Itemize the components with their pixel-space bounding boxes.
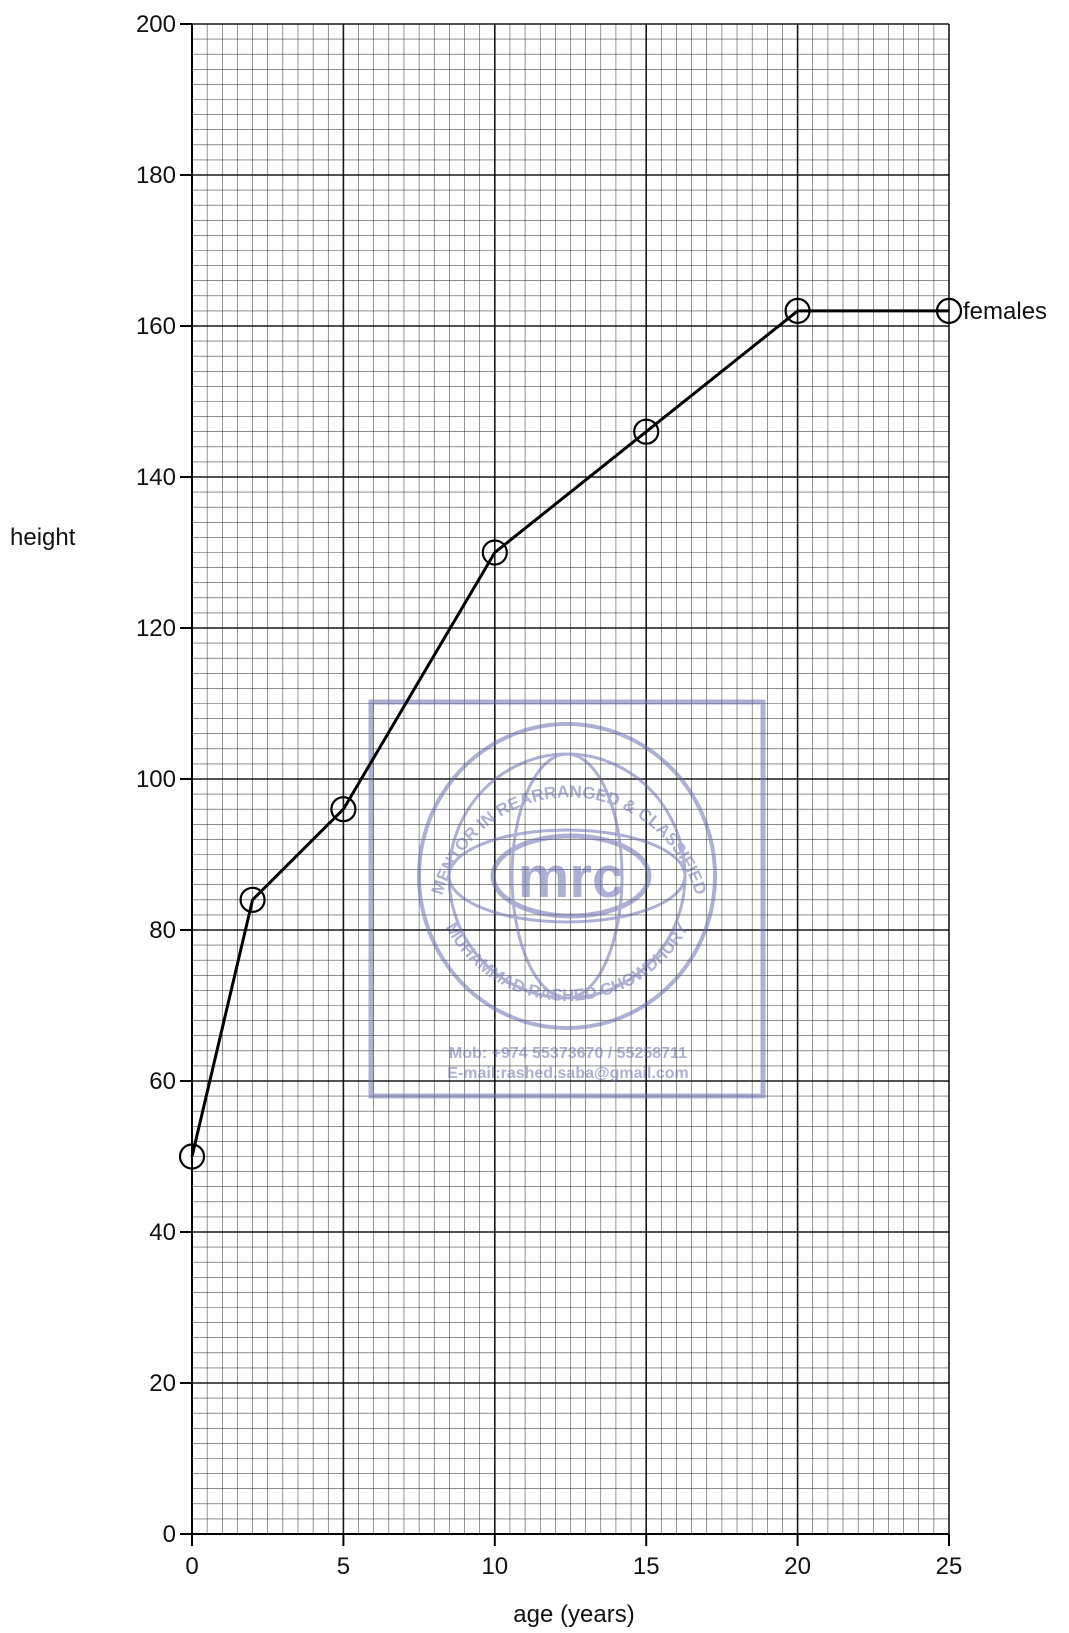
data-point (935, 297, 963, 324)
x-tick-label: 10 (481, 1553, 508, 1580)
watermark-stamp: mrc MENTOR IN REARRANGED & CLASSIFIED MU… (368, 699, 766, 1099)
watermark-frame (368, 699, 766, 1099)
y-tick-label: 160 (136, 313, 176, 340)
y-tick-label: 80 (149, 917, 176, 944)
y-tick-label: 20 (149, 1370, 176, 1397)
series-label-females: females (963, 298, 1047, 325)
series-line (190, 309, 949, 1157)
x-tick-label: 20 (784, 1553, 811, 1580)
data-point (178, 1143, 206, 1170)
x-tick-label: 15 (633, 1553, 660, 1580)
watermark-email: E-mail:rashed.saba@gmail.com (447, 1065, 688, 1082)
y-tick-label: 100 (136, 766, 176, 793)
data-point (239, 886, 266, 913)
y-tick-label: 0 (163, 1521, 176, 1548)
axes: 0 20 40 60 80 100 120 140 160 180 200 0 5 10 15 20 25 (136, 11, 962, 1580)
watermark-logo-oval (490, 833, 652, 919)
watermark-phone: Mob: +974 55373670 / 55258711 (449, 1045, 687, 1062)
y-tick-label: 120 (136, 615, 176, 642)
watermark-globe-band (447, 828, 687, 924)
y-tick-label: 140 (136, 464, 176, 491)
watermark-logo-text: mrc (518, 845, 624, 910)
watermark-ring-outer (417, 722, 717, 1030)
y-tick-label: 180 (136, 162, 176, 189)
data-point (633, 418, 660, 445)
data-point (481, 539, 508, 566)
data-point (784, 297, 811, 324)
x-axis-title: age (years) (513, 1601, 634, 1628)
data-point (330, 796, 357, 823)
x-tick-label: 25 (936, 1553, 963, 1580)
x-tick-label: 5 (337, 1553, 350, 1580)
y-axis-title: height (10, 524, 76, 551)
x-tick-label: 0 (185, 1553, 198, 1580)
watermark-globe-meridian (510, 752, 624, 1000)
grid (191, 23, 950, 1535)
y-tick-label: 200 (136, 11, 176, 38)
series-layer: females (178, 297, 1047, 1170)
y-tick-label: 40 (149, 1219, 176, 1246)
y-tick-label: 60 (149, 1068, 176, 1095)
